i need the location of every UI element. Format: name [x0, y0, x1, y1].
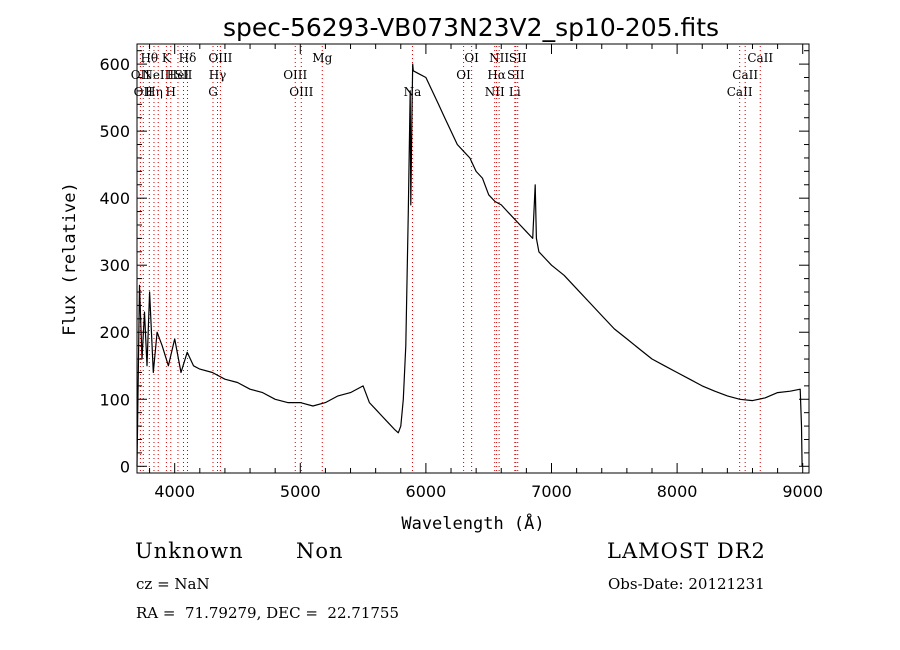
line-markers: OIIOIIHθHηNeIIIKHHeISIIHδGHγOIIIOIIIOIII…	[131, 46, 773, 473]
line-marker-label: NII	[485, 85, 505, 99]
line-marker-label: G	[208, 85, 218, 99]
line-marker-label: NII	[489, 51, 509, 65]
x-axis-label: Wavelength (Å)	[401, 512, 544, 534]
chart-title: spec-56293-VB073N23V2_sp10-205.fits	[223, 13, 719, 42]
y-axis-label: Flux (relative)	[60, 182, 80, 336]
line-marker-label: OI	[464, 51, 479, 65]
x-tick-label: 8000	[657, 482, 698, 501]
line-marker-label: CaII	[732, 68, 758, 82]
line-marker-label: K	[162, 51, 172, 65]
x-tick-label: 9000	[782, 482, 823, 501]
coordinates: RA = 71.79279, DEC = 22.71755	[136, 604, 400, 622]
y-tick-label: 500	[99, 122, 130, 141]
y-tick-label: 400	[99, 189, 130, 208]
y-tick-label: 100	[99, 390, 130, 409]
spectral-subclass: Non	[296, 539, 344, 563]
line-marker-label: OII	[131, 68, 151, 82]
spectrum	[136, 63, 803, 467]
spectrum-chart: spec-56293-VB073N23V2_sp10-205.fits OII O…	[60, 13, 823, 534]
line-marker-label: OIII	[289, 85, 313, 99]
line-marker-label: SII	[507, 68, 525, 82]
y-tick-label: 200	[99, 323, 130, 342]
line-marker-label: Hθ	[140, 51, 158, 65]
x-tick-label: 7000	[531, 482, 572, 501]
obs-date: Obs-Date: 20121231	[608, 575, 765, 593]
y-tick-label: 300	[99, 256, 130, 275]
spectral-class: Unknown	[135, 539, 244, 563]
survey-name: LAMOST DR2	[607, 539, 766, 563]
line-marker-label: Hη	[145, 85, 163, 99]
y-axis: 0 100 200 300 400 500 600	[99, 50, 809, 476]
y-tick-label: 600	[99, 55, 130, 74]
x-tick-label: 5000	[280, 482, 321, 501]
line-marker-label: SII	[509, 51, 527, 65]
line-marker-label: Li	[509, 85, 521, 99]
line-marker-label: OI	[456, 68, 471, 82]
line-marker-label: OIII	[208, 51, 232, 65]
line-marker-label: Hγ	[209, 68, 227, 82]
line-marker-label: CaII	[727, 85, 753, 99]
line-marker-label: H	[166, 85, 176, 99]
line-marker-label: OII	[134, 85, 154, 99]
plot-frame	[136, 43, 810, 474]
line-marker-label: Mg	[312, 51, 332, 65]
y-tick-label: 0	[120, 457, 130, 476]
x-axis: 4000 5000 6000 7000 8000 9000	[149, 44, 823, 501]
spectrum-line-0	[136, 63, 803, 467]
x-tick-label: 4000	[154, 482, 195, 501]
line-marker-label: Hδ	[179, 51, 197, 65]
redshift: cz = NaN	[136, 575, 210, 593]
x-tick-label: 6000	[406, 482, 447, 501]
line-marker-label: Hα	[487, 68, 506, 82]
line-marker-label: OIII	[283, 68, 307, 82]
line-marker-label: SII	[175, 68, 193, 82]
line-marker-label: CaII	[747, 51, 773, 65]
